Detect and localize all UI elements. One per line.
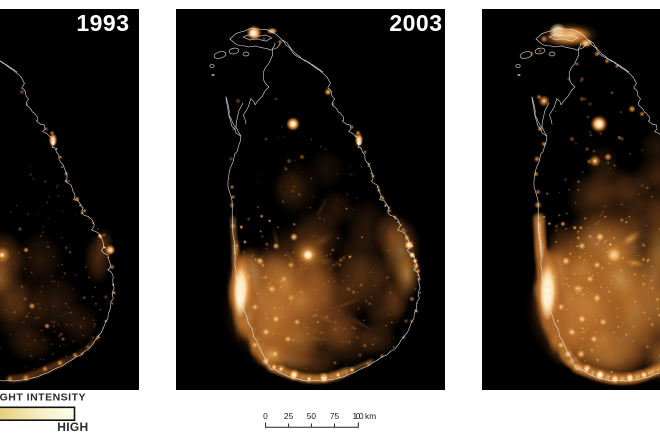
- svg-text:100: 100: [353, 411, 364, 421]
- svg-text:25: 25: [284, 411, 294, 421]
- svg-text:HIGH: HIGH: [57, 420, 88, 434]
- svg-text:LIGHT INTENSITY: LIGHT INTENSITY: [0, 391, 86, 403]
- svg-text:75: 75: [330, 411, 340, 421]
- svg-text:0: 0: [263, 411, 268, 421]
- svg-text:km: km: [365, 411, 376, 421]
- svg-text:2003: 2003: [389, 10, 442, 36]
- svg-text:50: 50: [307, 411, 317, 421]
- svg-text:1993: 1993: [76, 10, 129, 36]
